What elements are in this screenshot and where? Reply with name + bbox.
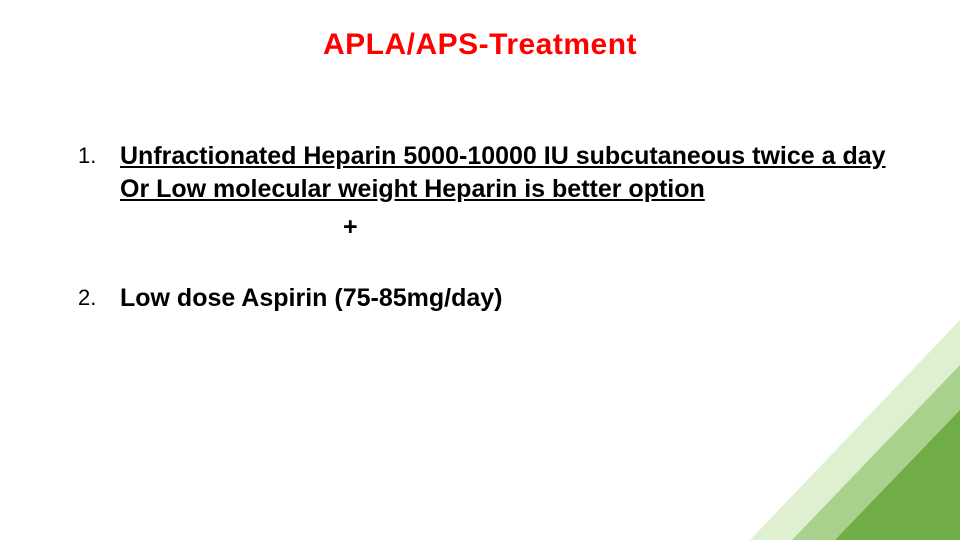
list-item: 2. Low dose Aspirin (75-85mg/day) [78, 282, 910, 315]
triangle-decoration-inner [835, 410, 960, 540]
list-item: 1. Unfractionated Heparin 5000-10000 IU … [78, 140, 910, 242]
list-text: Low dose Aspirin (75-85mg/day) [120, 282, 910, 315]
list-text: Unfractionated Heparin 5000-10000 IU sub… [120, 140, 910, 205]
slide-title: APLA/APS-Treatment [0, 28, 960, 62]
separator-plus: + [343, 213, 910, 242]
list-number: 1. [78, 140, 120, 169]
slide: APLA/APS-Treatment 1. Unfractionated Hep… [0, 0, 960, 540]
list-number: 2. [78, 282, 120, 311]
